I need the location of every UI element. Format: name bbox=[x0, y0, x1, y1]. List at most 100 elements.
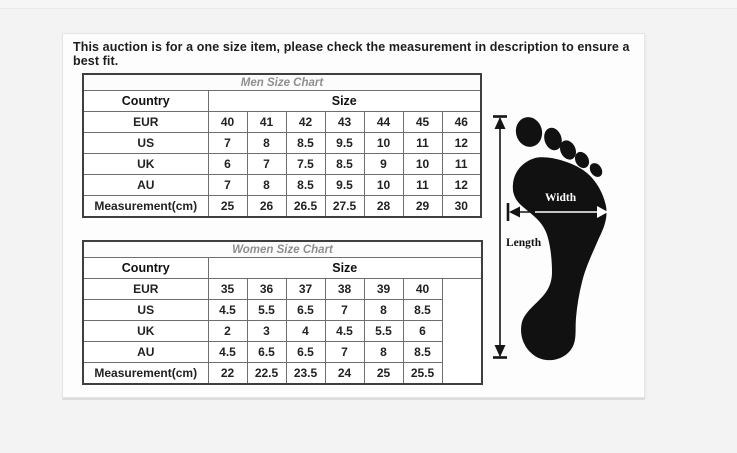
toe-shape bbox=[544, 127, 562, 151]
size-value-cell: 8 bbox=[246, 174, 287, 196]
size-value-cell: 22 bbox=[207, 362, 248, 385]
size-value-cell: 23.5 bbox=[285, 362, 326, 385]
size-value-cell: 4.5 bbox=[207, 299, 248, 321]
row-label: US bbox=[82, 132, 209, 154]
auction-notice: This auction is for a one size item, ple… bbox=[73, 40, 630, 68]
row-label: EUR bbox=[82, 278, 209, 300]
size-value-cell: 7 bbox=[207, 132, 248, 154]
size-value-cell: 24 bbox=[324, 362, 365, 385]
row-label: US bbox=[82, 299, 209, 321]
size-value-cell: 38 bbox=[324, 278, 365, 300]
row-label: AU bbox=[82, 174, 209, 196]
size-value-cell: 25.5 bbox=[402, 362, 443, 385]
size-value-cell: 35 bbox=[207, 278, 248, 300]
size-value-cell: 26.5 bbox=[285, 195, 326, 218]
size-value-cell: 8 bbox=[246, 132, 287, 154]
size-value-cell: 37 bbox=[285, 278, 326, 300]
big-toe-shape bbox=[515, 117, 543, 147]
size-value-cell: 39 bbox=[363, 278, 404, 300]
size-value-cell: 40 bbox=[402, 278, 443, 300]
table-header-row: Country Size bbox=[82, 257, 483, 279]
size-value-cell: 44 bbox=[363, 111, 404, 133]
size-value-cell: 4 bbox=[285, 320, 326, 342]
size-value-cell: 10 bbox=[363, 132, 404, 154]
size-value-cell: 7.5 bbox=[285, 153, 326, 175]
women-size-table: Women Size Chart Country Size EUR 35 36 37 3… bbox=[82, 240, 483, 385]
table-row: UK 6 7 7.5 8.5 9 10 11 bbox=[82, 153, 482, 175]
size-value-cell: 11 bbox=[402, 132, 443, 154]
size-value-cell: 8.5 bbox=[285, 132, 326, 154]
row-label: AU bbox=[82, 341, 209, 363]
empty-cell bbox=[441, 278, 483, 385]
size-value-cell: 11 bbox=[441, 153, 482, 175]
size-value-cell: 30 bbox=[441, 195, 482, 218]
size-value-cell: 41 bbox=[246, 111, 287, 133]
width-arrow bbox=[506, 203, 608, 221]
size-value-cell: 4.5 bbox=[324, 320, 365, 342]
size-value-cell: 8.5 bbox=[402, 299, 443, 321]
length-label: Length bbox=[506, 237, 542, 249]
toe-shape bbox=[589, 163, 603, 177]
size-value-cell: 26 bbox=[246, 195, 287, 218]
size-value-cell: 10 bbox=[363, 174, 404, 196]
size-header: Size bbox=[207, 257, 483, 279]
width-label: Width bbox=[545, 192, 577, 204]
table-row: AU 7 8 8.5 9.5 10 11 12 bbox=[82, 174, 482, 196]
size-value-cell: 40 bbox=[207, 111, 248, 133]
size-value-cell: 6.5 bbox=[285, 299, 326, 321]
size-value-cell: 6 bbox=[402, 320, 443, 342]
length-arrow bbox=[493, 115, 507, 359]
row-label: Measurement(cm) bbox=[82, 362, 209, 385]
size-value-cell: 3 bbox=[246, 320, 287, 342]
size-header: Size bbox=[207, 90, 482, 112]
table-title-row: Men Size Chart bbox=[82, 73, 482, 91]
size-value-cell: 7 bbox=[246, 153, 287, 175]
toe-shape bbox=[574, 151, 590, 169]
row-label: EUR bbox=[82, 111, 209, 133]
table-row: UK 2 3 4 4.5 5.5 6 bbox=[82, 320, 482, 342]
table-row: EUR 35 36 37 38 39 40 bbox=[82, 278, 483, 385]
size-value-cell: 6.5 bbox=[246, 341, 287, 363]
table-header-row: Country Size bbox=[82, 90, 482, 112]
size-value-cell: 29 bbox=[402, 195, 443, 218]
size-value-cell: 12 bbox=[441, 132, 482, 154]
size-value-cell: 12 bbox=[441, 174, 482, 196]
footprint-sole-shape bbox=[512, 157, 607, 361]
size-value-cell: 9 bbox=[363, 153, 404, 175]
size-value-cell: 6 bbox=[207, 153, 248, 175]
size-value-cell: 4.5 bbox=[207, 341, 248, 363]
size-value-cell: 7 bbox=[324, 341, 365, 363]
size-value-cell: 8.5 bbox=[324, 153, 365, 175]
size-value-cell: 8.5 bbox=[285, 174, 326, 196]
top-strip bbox=[0, 0, 737, 9]
country-header: Country bbox=[82, 257, 209, 279]
size-value-cell: 43 bbox=[324, 111, 365, 133]
size-value-cell: 27.5 bbox=[324, 195, 365, 218]
country-header: Country bbox=[82, 90, 209, 112]
table-row: AU 4.5 6.5 6.5 7 8 8.5 bbox=[82, 341, 482, 363]
size-value-cell: 36 bbox=[246, 278, 287, 300]
size-value-cell: 22.5 bbox=[246, 362, 287, 385]
size-value-cell: 7 bbox=[207, 174, 248, 196]
size-value-cell: 11 bbox=[402, 174, 443, 196]
row-label: UK bbox=[82, 153, 209, 175]
table-title: Men Size Chart bbox=[82, 73, 482, 91]
table-row: US 4.5 5.5 6.5 7 8 8.5 bbox=[82, 299, 482, 321]
size-value-cell: 28 bbox=[363, 195, 404, 218]
size-value-cell: 5.5 bbox=[246, 299, 287, 321]
size-value-cell: 8 bbox=[363, 299, 404, 321]
size-value-cell: 9.5 bbox=[324, 132, 365, 154]
size-value-cell: 46 bbox=[441, 111, 482, 133]
table-row: Measurement(cm) 22 22.5 23.5 24 25 25.5 bbox=[82, 362, 482, 385]
size-value-cell: 25 bbox=[207, 195, 248, 218]
table-title-row: Women Size Chart bbox=[82, 240, 483, 258]
table-row: Measurement(cm) 25 26 26.5 27.5 28 29 30 bbox=[82, 195, 482, 218]
row-label: Measurement(cm) bbox=[82, 195, 209, 218]
toe-shape bbox=[559, 140, 577, 160]
size-value-cell: 25 bbox=[363, 362, 404, 385]
size-value-cell: 7 bbox=[324, 299, 365, 321]
size-value-cell: 2 bbox=[207, 320, 248, 342]
foot-diagram: Width Length bbox=[493, 115, 608, 361]
table-row: EUR 40 41 42 43 44 45 46 bbox=[82, 111, 482, 133]
